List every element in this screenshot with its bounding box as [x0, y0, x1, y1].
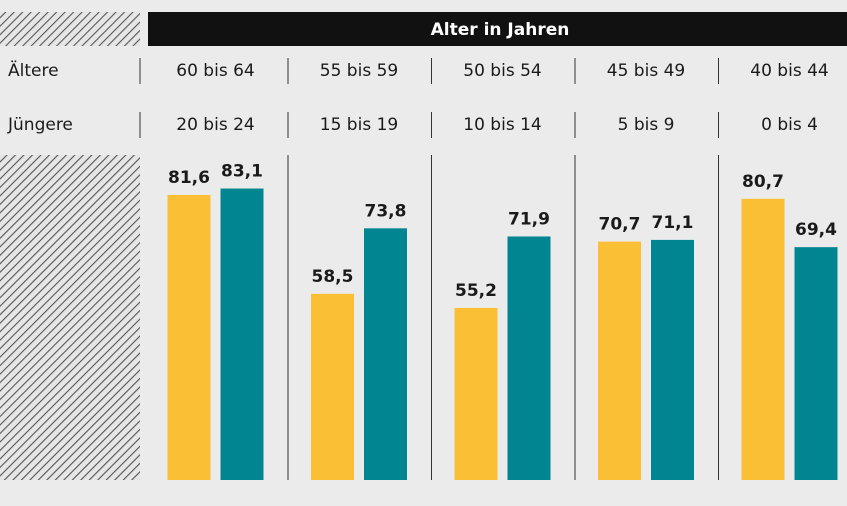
- bar: [741, 198, 785, 480]
- hatch-top: [0, 12, 140, 46]
- bar: [364, 228, 407, 480]
- category-label: 55 bis 59: [320, 61, 398, 81]
- bar: [794, 247, 838, 480]
- bar: [507, 236, 551, 480]
- bar: [598, 241, 641, 480]
- value-label: 71,9: [508, 209, 550, 229]
- category-label: 40 bis 44: [750, 61, 828, 81]
- category-label: 20 bis 24: [176, 115, 254, 135]
- value-label: 83,1: [221, 162, 263, 182]
- bar: [651, 239, 694, 480]
- bar: [167, 194, 211, 480]
- value-label: 69,4: [795, 220, 837, 240]
- category-label: 50 bis 54: [463, 61, 541, 81]
- value-label: 70,7: [599, 215, 641, 235]
- row-label: Ältere: [8, 60, 59, 81]
- value-label: 80,7: [742, 172, 784, 192]
- bar: [220, 188, 264, 481]
- category-label: 60 bis 64: [176, 61, 254, 81]
- category-label: 5 bis 9: [618, 115, 675, 135]
- category-label: 10 bis 14: [463, 115, 541, 135]
- value-label: 71,1: [652, 213, 694, 233]
- hatch-left: [0, 155, 140, 480]
- value-label: 73,8: [365, 201, 407, 221]
- value-label: 55,2: [455, 281, 497, 301]
- header-title: Alter in Jahren: [431, 20, 570, 40]
- header-bar: [148, 12, 847, 46]
- row-label: Jüngere: [7, 115, 73, 135]
- bar: [454, 307, 498, 480]
- category-label: 0 bis 4: [761, 115, 818, 135]
- category-label: 15 bis 19: [320, 115, 398, 135]
- value-label: 81,6: [168, 168, 210, 188]
- category-label: 45 bis 49: [607, 61, 685, 81]
- value-label: 58,5: [312, 267, 354, 287]
- bar: [311, 293, 354, 480]
